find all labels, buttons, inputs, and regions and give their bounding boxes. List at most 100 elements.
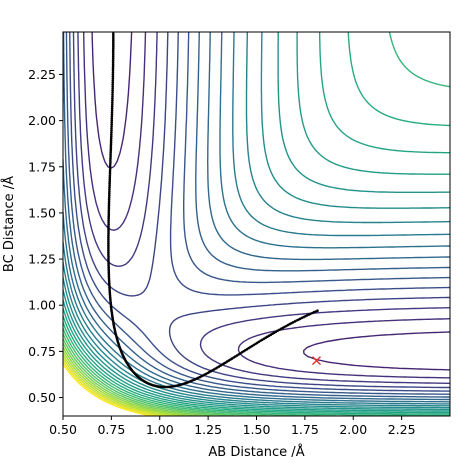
contour-level-23: [63, 342, 217, 416]
trajectory-point-45: [110, 121, 113, 124]
y-tick-label-2: 1.00: [28, 298, 56, 313]
contour-level-3: [91, 32, 450, 371]
x-axis: 0.50 0.75 1.00 1.25 1.50 1.75 2.00 2.25: [49, 416, 416, 437]
x-tick-label-2: 1.00: [146, 422, 174, 437]
trajectory-point-15: [111, 60, 115, 64]
trajectory-point-105: [107, 238, 110, 241]
trajectory-point-122: [107, 269, 111, 273]
y-tick-label-4: 1.50: [28, 205, 56, 220]
contour-level-16: [63, 32, 450, 412]
x-tick-label-4: 1.50: [243, 422, 271, 437]
contour-level-4: [83, 32, 450, 379]
trajectory-path: [107, 32, 319, 389]
trajectory-point-95: [107, 219, 110, 222]
trajectory-point-83: [107, 196, 111, 199]
trajectory-point-77: [108, 184, 111, 187]
trajectory-point-29: [111, 89, 114, 92]
trajectory-point-24: [111, 79, 115, 82]
y-axis: 0.50 0.75 1.00 1.25 1.50 1.75 2.00 2.25: [28, 67, 63, 405]
trajectory-point-1: [112, 32, 115, 36]
x-tick-label-7: 2.25: [388, 422, 416, 437]
y-tick-label-6: 2.00: [28, 113, 56, 128]
trajectory-point-12: [111, 54, 115, 58]
trajectory-point-120: [107, 266, 110, 269]
trajectory-point-34: [111, 99, 114, 102]
trajectory-point-97: [107, 223, 110, 226]
trajectory-point-63: [109, 156, 112, 160]
trajectory-point-93: [107, 215, 110, 218]
trajectory-point-118: [107, 262, 110, 266]
trajectory-point-79: [108, 188, 111, 191]
trajectory-point-51: [110, 133, 113, 136]
trajectory-point-14: [111, 58, 115, 62]
trajectory-point-96: [107, 221, 110, 224]
trajectory-point-64: [109, 158, 112, 162]
trajectory-point-312: [316, 309, 319, 313]
trajectory-point-72: [108, 174, 112, 178]
x-tick-label-3: 1.25: [194, 422, 222, 437]
trajectory-point-6: [112, 42, 115, 46]
trajectory-point-81: [108, 192, 111, 195]
trajectory-point-57: [109, 144, 113, 148]
trajectory-point-46: [110, 123, 113, 126]
trajectory-point-112: [107, 251, 110, 254]
trajectory-point-98: [107, 224, 110, 228]
trajectory-point-82: [108, 194, 111, 197]
trajectory-point-124: [107, 273, 111, 276]
y-tick-label-5: 1.75: [28, 159, 56, 174]
trajectory-point-86: [107, 201, 111, 205]
trajectory-point-49: [110, 129, 113, 132]
trajectory-point-91: [107, 211, 111, 215]
trajectory-point-104: [107, 236, 110, 239]
x-tick-label-5: 1.75: [291, 422, 319, 437]
trajectory-point-111: [107, 249, 110, 253]
contour-level-7: [69, 32, 450, 392]
trajectory-point-101: [107, 230, 110, 234]
trajectory-point-52: [110, 134, 113, 138]
trajectory-point-31: [111, 93, 114, 96]
trajectory-point-47: [110, 125, 113, 128]
trajectory-point-85: [107, 199, 111, 203]
trajectory-point-23: [111, 77, 115, 80]
trajectory-point-19: [111, 68, 115, 72]
contour-level-14: [63, 32, 450, 409]
trajectory-point-17: [111, 64, 115, 68]
contour-level-8: [65, 32, 450, 395]
trajectory-point-116: [107, 258, 110, 262]
trajectory-point-90: [107, 209, 111, 213]
trajectory-point-36: [111, 103, 114, 106]
trajectory-point-22: [111, 75, 115, 78]
trajectory-point-70: [108, 170, 112, 174]
trajectory-point-3: [112, 36, 115, 40]
trajectory-point-92: [107, 213, 111, 216]
trajectory-point-66: [109, 162, 112, 166]
trajectory-point-50: [110, 131, 113, 134]
x-tick-label-0: 0.50: [49, 422, 77, 437]
trajectory-point-32: [111, 95, 114, 98]
trajectory-point-35: [111, 101, 114, 104]
contour-level-10: [63, 32, 450, 401]
plot-area: [63, 32, 450, 416]
x-axis-label: AB Distance /Å: [208, 444, 304, 460]
trajectory-point-80: [108, 190, 111, 193]
end-marker-x: [311, 356, 321, 366]
trajectory-point-5: [112, 40, 115, 44]
trajectory-point-107: [107, 242, 110, 245]
trajectory-point-69: [108, 168, 112, 172]
contour-lines: [63, 32, 450, 416]
trajectory-point-94: [107, 217, 110, 220]
trajectory-point-60: [109, 150, 112, 154]
y-tick-label-7: 2.25: [28, 67, 56, 82]
contour-level-6: [72, 32, 450, 389]
y-tick-label-1: 0.75: [28, 344, 56, 359]
trajectory-point-71: [108, 172, 112, 176]
contour-level-11: [63, 32, 450, 403]
trajectory-point-56: [109, 142, 113, 146]
trajectory-point-109: [107, 245, 110, 249]
trajectory-point-103: [107, 234, 110, 237]
trajectory-point-99: [107, 226, 110, 230]
trajectory-point-58: [109, 146, 113, 150]
trajectory-point-62: [109, 154, 112, 158]
trajectory-point-41: [110, 113, 114, 116]
